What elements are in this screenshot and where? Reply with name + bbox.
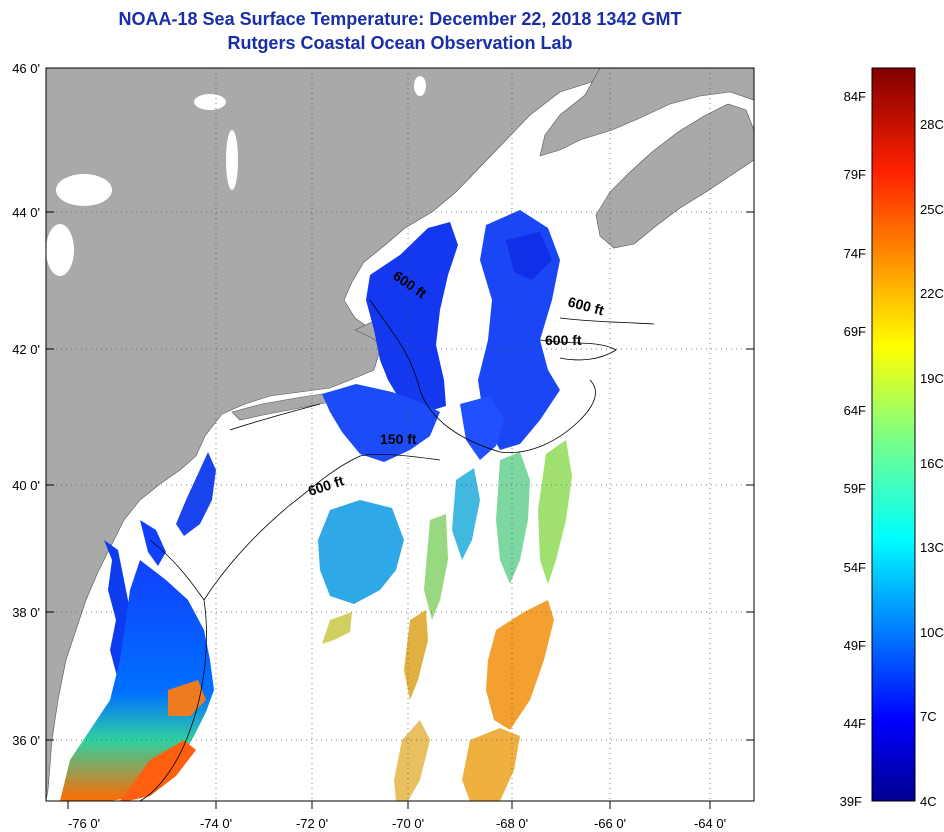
- colorbar-label-c: 10C: [920, 625, 944, 640]
- lon-label: -64 0': [694, 816, 726, 831]
- lat-label: 38 0': [12, 605, 40, 620]
- colorbar-label-c: 7C: [920, 709, 937, 724]
- colorbar-label-c: 25C: [920, 202, 944, 217]
- map-subtitle: Rutgers Coastal Ocean Observation Lab: [227, 33, 573, 53]
- colorbar-label-f: 64F: [844, 403, 866, 418]
- colorbar-label-f: 84F: [844, 89, 866, 104]
- lat-label: 44 0': [12, 205, 40, 220]
- colorbar-label-f: 69F: [844, 324, 866, 339]
- colorbar-label-c: 4C: [920, 794, 937, 809]
- colorbar: [871, 67, 916, 802]
- lon-label: -70 0': [392, 816, 424, 831]
- lon-label: -72 0': [296, 816, 328, 831]
- lat-label: 46 0': [12, 61, 40, 76]
- lake: [226, 130, 238, 190]
- axis-ticks: [46, 67, 754, 809]
- contour-label: 150 ft: [380, 431, 417, 447]
- colorbar-label-f: 39F: [840, 794, 862, 809]
- lon-label: -68 0': [496, 816, 528, 831]
- colorbar-label-f: 44F: [844, 716, 866, 731]
- lon-label: -76 0': [68, 816, 100, 831]
- land-nova-scotia: [595, 103, 754, 249]
- isobath-contours: [139, 299, 655, 801]
- colorbar-label-f: 79F: [844, 167, 866, 182]
- colorbar-label-c: 16C: [920, 456, 944, 471]
- colorbar-label-f: 54F: [844, 560, 866, 575]
- colorbar-label-c: 13C: [920, 540, 944, 555]
- land-canada-north: [539, 68, 754, 157]
- colorbar-c-labels: 28C 25C 22C 19C 16C 13C 10C 7C 4C: [920, 117, 944, 809]
- map-frame: [45, 67, 755, 802]
- delaware-bay: [140, 520, 166, 566]
- lat-label: 40 0': [12, 478, 40, 493]
- lon-label: -66 0': [594, 816, 626, 831]
- lake: [46, 224, 74, 276]
- graticule: [46, 68, 754, 801]
- contour-label: 600 ft: [545, 332, 582, 348]
- colorbar-label-c: 22C: [920, 286, 944, 301]
- map-title: NOAA-18 Sea Surface Temperature: Decembe…: [118, 9, 682, 29]
- colorbar-f-labels: 84F 79F 74F 69F 64F 59F 54F 49F 44F 39F: [840, 89, 866, 809]
- colorbar-label-c: 28C: [920, 117, 944, 132]
- bay-of-fundy: [548, 124, 650, 172]
- lake: [194, 94, 226, 110]
- colorbar-label-f: 74F: [844, 246, 866, 261]
- colorbar-label-c: 19C: [920, 371, 944, 386]
- sst-data: [60, 210, 572, 801]
- colorbar-label-f: 59F: [844, 481, 866, 496]
- lake: [414, 76, 426, 96]
- colorbar-label-f: 49F: [844, 638, 866, 653]
- land-mainland: [46, 68, 601, 801]
- lat-label: 42 0': [12, 342, 40, 357]
- lon-label: -74 0': [200, 816, 232, 831]
- lake: [56, 174, 112, 206]
- lat-label: 36 0': [12, 733, 40, 748]
